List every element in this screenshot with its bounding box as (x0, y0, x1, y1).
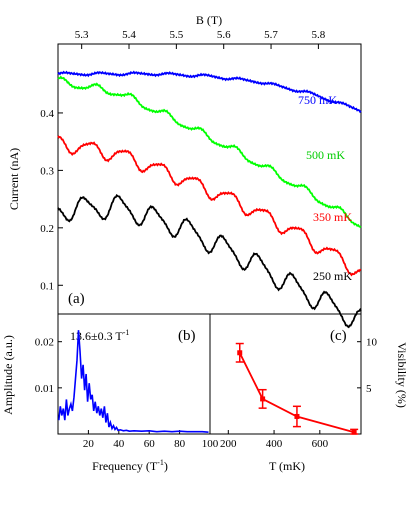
series-line-1 (57, 75, 362, 228)
data-point (294, 413, 300, 419)
panel-a-tag: (a) (68, 291, 85, 307)
panel-a-series (57, 70, 362, 329)
visibility-line (238, 352, 355, 434)
label-750mk: 750 mK (298, 93, 337, 107)
y-tick-label: 10 (366, 337, 378, 349)
label-350mk: 350 mK (313, 210, 352, 224)
panel-c-frame (209, 313, 362, 435)
panel-b-ylabel: Amplitude (a.u.) (1, 335, 15, 415)
x-tick-label: 20 (83, 438, 95, 450)
x-tick-label: 5.7 (264, 29, 278, 41)
data-point (351, 429, 357, 435)
y-tick-label: 0.1 (40, 280, 54, 292)
x-tick-label: 200 (220, 438, 237, 450)
data-point (260, 396, 266, 402)
panel-b-annotation: 13.6±0.3 T-1 (70, 328, 129, 343)
y-tick-label: 5 (366, 383, 372, 395)
series-line-0 (57, 70, 362, 114)
label-250mk: 250 mK (313, 269, 352, 283)
y-tick-label: 0.2 (40, 223, 54, 235)
x-tick-label: 100 (202, 438, 219, 450)
panel-c-points (235, 342, 359, 435)
panel-b-y-ticks: 0.01 0.02 (35, 337, 62, 395)
panel-c-xlabel: T (mK) (269, 459, 305, 473)
panel-c-tag: (c) (330, 328, 347, 344)
panel-a-x-ticks: 5.3 5.4 5.5 5.6 5.7 5.8 (75, 29, 326, 49)
panel-a-y-ticks: 0.1 0.2 0.3 0.4 (40, 108, 63, 292)
y-tick-label: 0.3 (40, 165, 54, 177)
series-line-2 (57, 135, 362, 277)
y-tick-label: 0.4 (40, 108, 54, 120)
x-tick-label: 600 (312, 438, 329, 450)
panel-a-ylabel: Current (nA) (7, 148, 21, 210)
panel-c-y-ticks: 5 10 (357, 337, 378, 395)
x-tick-label: 400 (266, 438, 283, 450)
panel-b-spectrum (58, 330, 209, 433)
panel-b-tag: (b) (178, 328, 196, 344)
panel-c-ylabel: Visibility (%) (395, 342, 409, 408)
panel-c-x-ticks: 200 400 600 (220, 430, 329, 450)
y-tick-label: 0.02 (35, 337, 54, 349)
panel-b-x-ticks: 20 40 60 80 100 (83, 430, 219, 450)
panel-b-xlabel: Frequency (T-1) (92, 458, 168, 473)
x-tick-label: 80 (174, 438, 186, 450)
x-tick-label: 5.3 (75, 29, 89, 41)
series-line-3 (57, 193, 362, 329)
x-tick-label: 5.8 (312, 29, 326, 41)
panel-a-xlabel: B (T) (196, 13, 222, 27)
x-tick-label: 5.6 (217, 29, 231, 41)
spectrum-line (58, 330, 209, 433)
x-tick-label: 40 (113, 438, 125, 450)
x-tick-label: 60 (144, 438, 156, 450)
x-tick-label: 5.5 (169, 29, 183, 41)
label-500mk: 500 mK (306, 148, 345, 162)
x-tick-label: 5.4 (122, 29, 136, 41)
y-tick-label: 0.01 (35, 383, 54, 395)
data-point (237, 350, 243, 356)
